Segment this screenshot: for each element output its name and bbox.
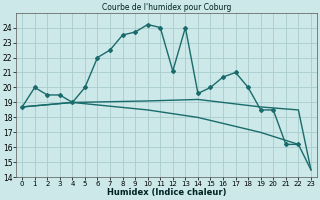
- Title: Courbe de l'humidex pour Coburg: Courbe de l'humidex pour Coburg: [102, 3, 231, 12]
- X-axis label: Humidex (Indice chaleur): Humidex (Indice chaleur): [107, 188, 226, 197]
